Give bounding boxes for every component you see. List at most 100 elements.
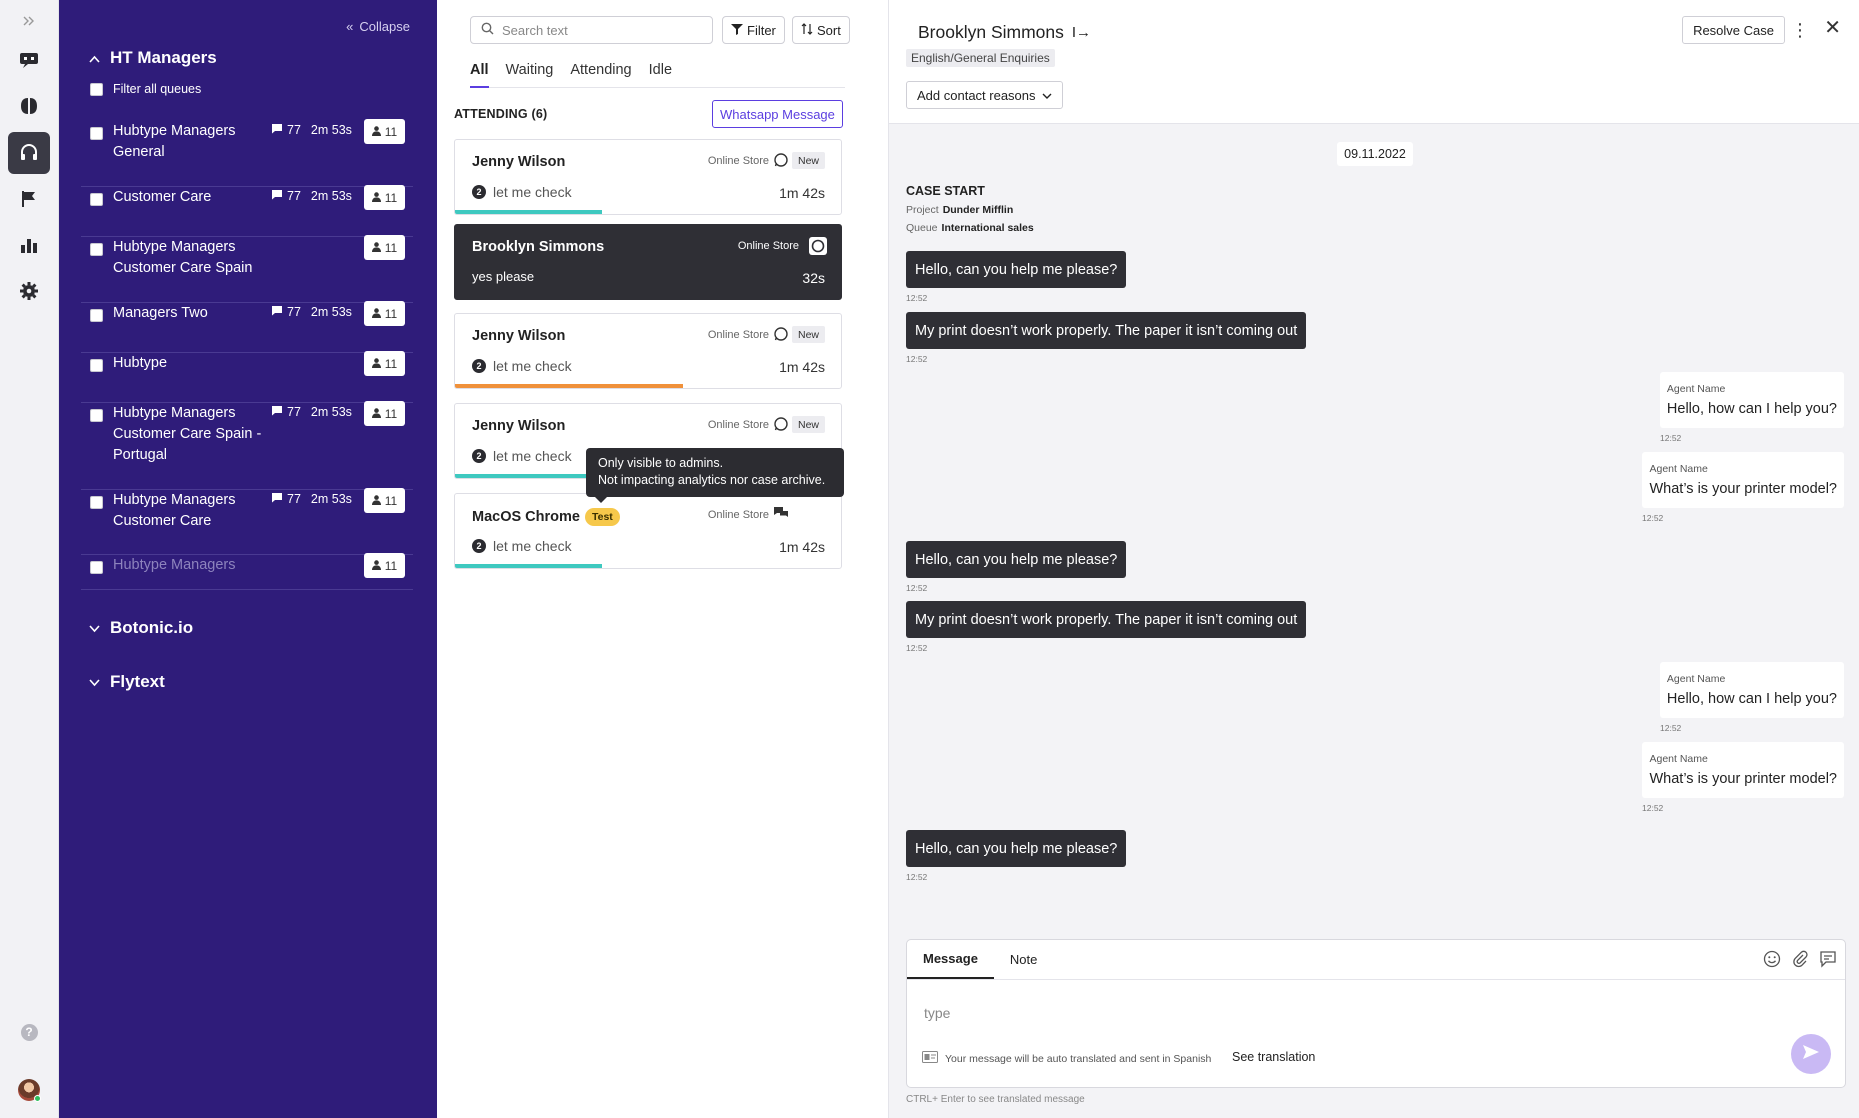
case-source: Online Store (737, 240, 799, 252)
collapse-button[interactable]: « Collapse (346, 19, 410, 34)
queue-checkbox[interactable] (90, 561, 103, 574)
send-button[interactable] (1791, 1034, 1831, 1074)
user-icon (371, 407, 381, 421)
queue-checkbox[interactable] (90, 127, 103, 140)
queue-item[interactable]: Hubtype Managers 11 (81, 553, 413, 590)
user-avatar[interactable] (8, 1069, 50, 1111)
filter-button[interactable]: Filter (722, 16, 785, 44)
filter-all-checkbox[interactable] (90, 82, 103, 96)
tab-attending[interactable]: Attending (570, 62, 632, 78)
case-card[interactable]: Jenny Wilson Online Store New 2 let me check… (454, 313, 842, 389)
brain-icon[interactable] (8, 85, 50, 127)
queue-item[interactable]: Hubtype Managers Customer Care Spain 11 (81, 235, 413, 303)
bar-chart-icon[interactable] (8, 224, 50, 266)
message-timestamp: 12:52 (1642, 803, 1664, 813)
queue-checkbox[interactable] (90, 359, 103, 372)
case-source: Online Store (707, 155, 769, 167)
search-input[interactable]: Search text (470, 16, 713, 44)
headset-icon[interactable] (8, 132, 50, 174)
case-message-text: let me check (493, 448, 572, 464)
queue-checkbox[interactable] (90, 496, 103, 509)
tab-note[interactable]: Note (1009, 952, 1038, 967)
queue-wait-time: 2m 53s (310, 123, 352, 137)
message-text: My print doesn’t work properly. The pape… (915, 322, 1298, 339)
case-source: Online Store (707, 329, 769, 341)
queue-agent-count: 11 (384, 356, 398, 371)
resolve-case-button[interactable]: Resolve Case (1682, 16, 1785, 44)
queue-chat-count: 77 (287, 492, 301, 506)
case-customer-name: Jenny Wilson (472, 154, 565, 170)
tab-waiting[interactable]: Waiting (505, 62, 554, 78)
expand-icon[interactable] (8, 0, 50, 42)
quick-reply-icon[interactable] (1819, 950, 1837, 968)
queue-item[interactable]: Hubtype Managers Customer Care Spain - P… (81, 401, 413, 490)
case-customer-name-text: Jenny Wilson (472, 154, 566, 170)
case-message-text: yes please (472, 269, 535, 284)
queue-stats: 77 2m 53s (271, 492, 352, 506)
group-flytext[interactable]: Flytext (89, 672, 165, 692)
queue-wait-time: 2m 53s (310, 492, 352, 506)
flag-icon[interactable] (8, 178, 50, 220)
queue-checkbox[interactable] (90, 193, 103, 206)
queue-item[interactable]: Managers Two 77 2m 53s 11 (81, 301, 413, 353)
case-last-message: 2 let me check (472, 184, 572, 200)
customer-message: My print doesn’t work properly. The pape… (906, 601, 1307, 638)
filter-all-queues[interactable]: Filter all queues (90, 82, 201, 96)
queue-value: International sales (941, 222, 1034, 234)
case-customer-name-text: Brooklyn Simmons (472, 239, 605, 255)
queue-agents-badge[interactable]: 11 (364, 301, 405, 326)
tab-idle[interactable]: Idle (648, 62, 673, 78)
chat-bot-icon[interactable] (8, 39, 50, 81)
queue-agents-badge[interactable]: 11 (364, 185, 405, 210)
queue-item[interactable]: Hubtype Managers General 77 2m 53s 11 (81, 119, 413, 187)
close-icon[interactable]: ✕ (1824, 17, 1841, 39)
emoji-icon[interactable] (1763, 950, 1781, 968)
customer-message: Hello, can you help me please? (906, 830, 1127, 867)
case-source: Online Store (707, 509, 769, 521)
case-card[interactable]: MacOS Chrome Test Online Store 2 let me chec… (454, 493, 842, 569)
message-text: Hello, can you help me please? (915, 551, 1118, 568)
queue-name: Hubtype Managers Customer Care Spain (113, 239, 253, 276)
search-icon (481, 22, 494, 38)
case-card[interactable]: Jenny Wilson Online Store New 2 let me check… (454, 139, 842, 215)
more-options-icon[interactable]: ⋮ (1791, 20, 1809, 40)
queue-item[interactable]: Hubtype Managers Customer Care 77 2m 53s 11 (81, 488, 413, 555)
new-badge: New (791, 326, 825, 343)
queue-agents-badge[interactable]: 11 (364, 235, 405, 260)
queue-item[interactable]: Customer Care 77 2m 53s 11 (81, 185, 413, 237)
queue-agents-badge[interactable]: 11 (364, 119, 405, 144)
section-label: ATTENDING (6) (454, 107, 548, 121)
case-customer-name: Jenny Wilson (472, 328, 565, 344)
group-ht-managers[interactable]: HT Managers (89, 48, 217, 68)
transfer-icon[interactable]: I→ (1071, 24, 1092, 41)
message-timestamp: 12:52 (1660, 723, 1682, 733)
case-start-title: CASE START (906, 184, 985, 198)
sort-button[interactable]: Sort (792, 16, 850, 44)
message-input[interactable]: type (924, 1005, 951, 1021)
message-text: Hello, how can I help you? (1666, 691, 1837, 707)
message-text: What’s is your printer model? (1649, 771, 1837, 787)
tab-all[interactable]: All (470, 58, 489, 88)
group-title: Botonic.io (110, 618, 194, 637)
group-botonic[interactable]: Botonic.io (89, 618, 193, 638)
queue-agents-badge[interactable]: 11 (364, 553, 405, 578)
collapse-label: Collapse (359, 19, 410, 34)
queue-agents-badge[interactable]: 11 (364, 488, 405, 513)
case-card[interactable]: Brooklyn Simmons Online Store yes please 32… (454, 224, 842, 300)
whatsapp-message-button[interactable]: Whatsapp Message (712, 100, 843, 128)
user-icon (371, 191, 381, 205)
see-translation-link[interactable]: See translation (1232, 1050, 1316, 1064)
queue-item[interactable]: Hubtype 11 (81, 351, 413, 403)
gear-icon[interactable] (8, 270, 50, 312)
add-contact-reasons-dropdown[interactable]: Add contact reasons (906, 81, 1063, 109)
queue-agents-badge[interactable]: 11 (364, 401, 405, 426)
queue-agents-badge[interactable]: 11 (364, 351, 405, 376)
queue-checkbox[interactable] (90, 409, 103, 422)
unread-count: 2 (472, 449, 486, 463)
help-icon[interactable]: ? (8, 1011, 50, 1053)
attachment-icon[interactable] (1791, 950, 1809, 968)
composer-hint: CTRL+ Enter to see translated message (906, 1094, 1085, 1105)
tab-message[interactable]: Message (907, 940, 994, 979)
queue-checkbox[interactable] (90, 309, 103, 322)
queue-checkbox[interactable] (90, 243, 103, 256)
